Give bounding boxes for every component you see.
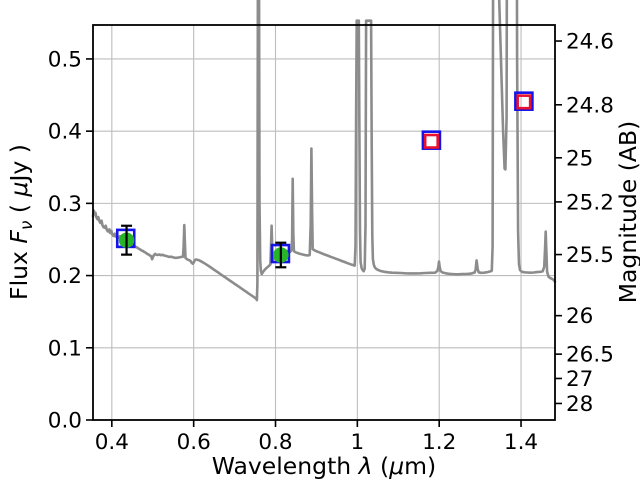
y-axis-label-right: Magnitude (AB) — [614, 121, 640, 304]
x-axis-label: Wavelength λ (μm) — [212, 452, 436, 480]
y-tick-label-right: 25.5 — [566, 243, 614, 268]
y-tick-label-right: 24.6 — [566, 30, 614, 55]
x-tick-label: 0.4 — [95, 430, 129, 455]
x-tick-label: 1 — [351, 430, 365, 455]
y-tick-label-right: 27 — [566, 367, 593, 392]
y-tick-label-right: 25.2 — [566, 190, 614, 215]
axis-label-segment: Jy ) — [5, 144, 33, 183]
axis-label-segment: m) — [404, 452, 436, 480]
y-axis-label-left: Flux Fν ( μJy ) — [5, 144, 37, 300]
y-tick-label-right: 26 — [566, 304, 593, 329]
spectrum-line — [91, 0, 557, 302]
y-tick-label-left: 0.2 — [48, 264, 82, 289]
axis-label-segment: ν — [17, 220, 37, 230]
y-tick-label-left: 0.0 — [48, 409, 82, 434]
axis-label-segment: ( — [5, 196, 33, 220]
axis-label-segment: Flux — [5, 244, 33, 300]
axis-label-segment: F — [5, 230, 33, 244]
y-tick-label-left: 0.3 — [48, 192, 82, 217]
y-tick-label-left: 0.1 — [48, 336, 82, 361]
x-tick-label: 0.6 — [177, 430, 211, 455]
axis-label-segment: Wavelength — [212, 452, 359, 480]
axis-label-segment: Magnitude (AB) — [614, 121, 640, 304]
axes-spines — [92, 24, 556, 421]
x-tick-label: 1.2 — [422, 430, 456, 455]
observed-photometry-square — [516, 94, 532, 110]
x-tick-label: 1.4 — [504, 430, 538, 455]
model-photometry-square — [514, 91, 534, 111]
x-tick-label: 0.8 — [258, 430, 292, 455]
axis-label-segment: μ — [388, 452, 404, 480]
axis-label-segment: ( — [373, 452, 390, 480]
observed-photometry-square — [423, 133, 439, 149]
y-tick-label-right: 24.8 — [566, 93, 614, 118]
y-tick-label-left: 0.5 — [48, 47, 82, 72]
y-tick-label-right: 26.5 — [566, 343, 614, 368]
axis-label-segment: μ — [5, 182, 33, 198]
y-tick-label-left: 0.4 — [48, 120, 82, 145]
axis-label-segment: λ — [357, 452, 373, 480]
y-tick-label-right: 25 — [566, 146, 593, 171]
y-tick-label-right: 28 — [566, 392, 593, 417]
